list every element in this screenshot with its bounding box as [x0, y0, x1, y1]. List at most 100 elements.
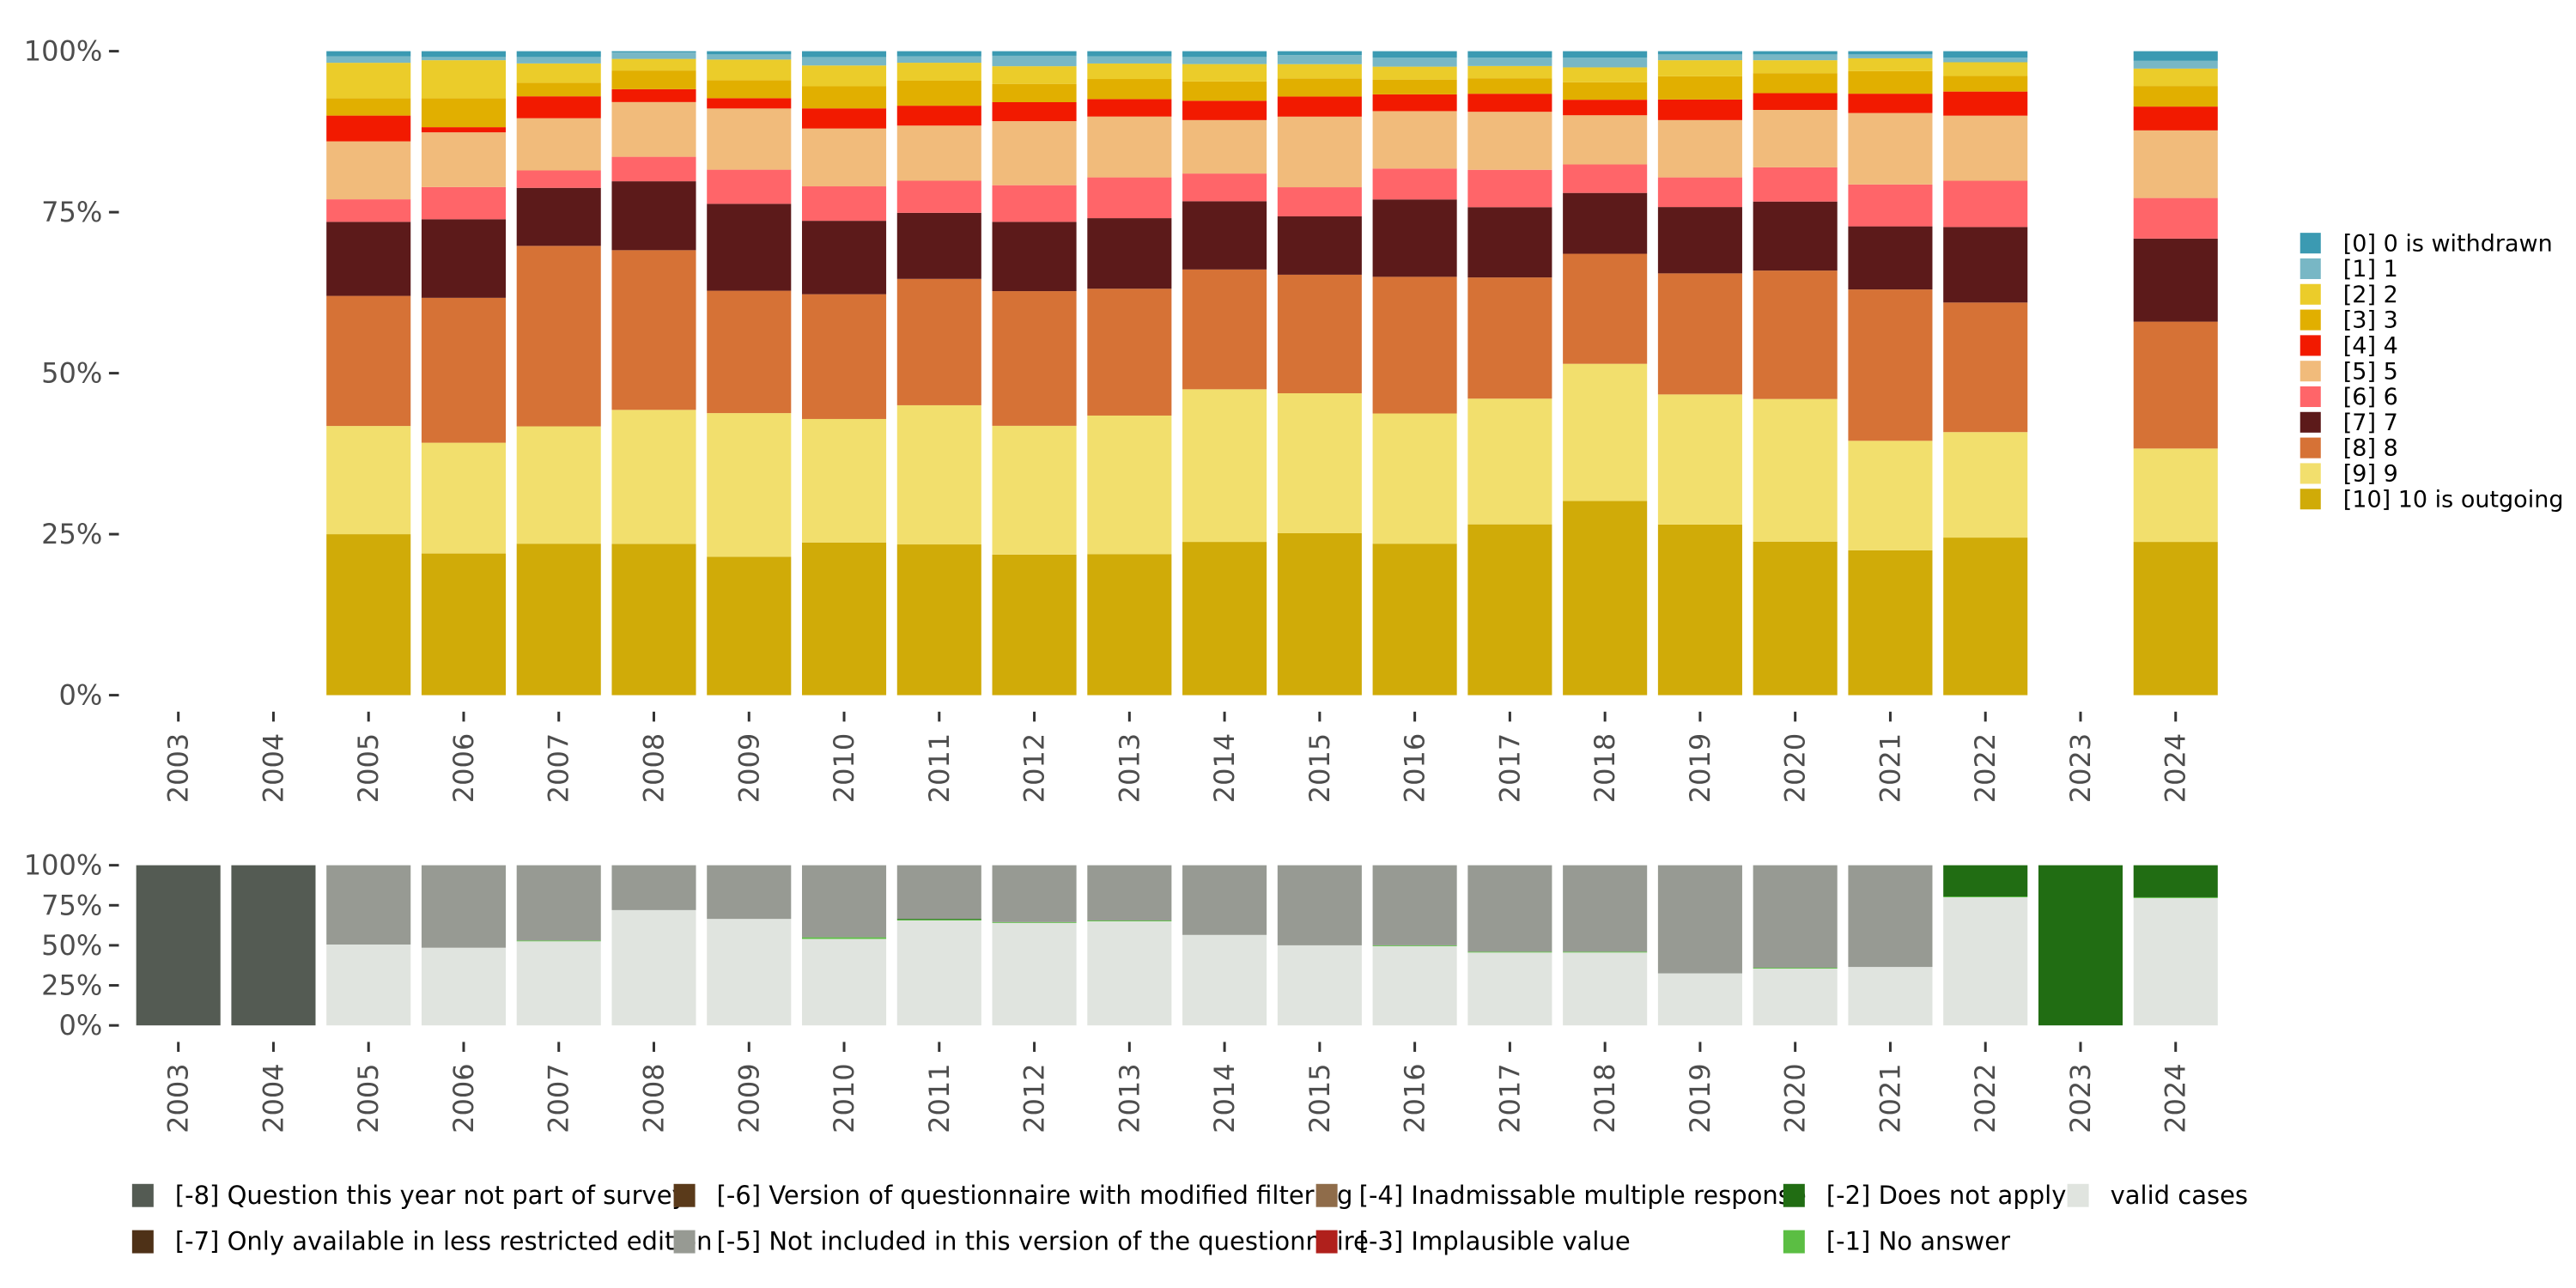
top-x-tick-label: 2006	[447, 733, 480, 803]
top-bar-segment	[1277, 532, 1362, 696]
top-bar-segment	[1277, 392, 1362, 533]
top-bar-segment	[611, 101, 696, 157]
top-bar-segment	[1943, 58, 2028, 63]
top-bar-segment	[326, 98, 411, 116]
bottom-bar-segment	[1372, 945, 1457, 946]
legend-swatch	[2300, 283, 2321, 305]
top-bar-segment	[707, 413, 792, 557]
bottom-bar-segment	[1563, 951, 1648, 953]
bottom-x-tick-label: 2008	[638, 1063, 671, 1133]
bottom-bar-segment	[896, 865, 981, 920]
bottom-bar-segment	[611, 865, 696, 910]
top-bar-segment	[2133, 86, 2218, 107]
top-bar-segment	[1467, 524, 1552, 696]
legend-label: [5] 5	[2343, 358, 2398, 385]
top-bar-segment	[326, 115, 411, 142]
top-x-tick-label: 2020	[1779, 733, 1812, 803]
top-bar-segment	[1087, 554, 1172, 696]
top-x-tick-label: 2007	[543, 733, 575, 803]
top-bar-segment	[707, 169, 792, 204]
top-bar-segment	[896, 278, 981, 405]
top-bar-segment	[421, 127, 507, 133]
top-bar-segment	[1753, 54, 1838, 61]
top-bar-segment	[992, 425, 1077, 555]
legend-swatch	[131, 1183, 154, 1207]
top-bar-segment	[1087, 415, 1172, 555]
top-bar-segment	[1467, 398, 1552, 525]
top-bar-segment	[1943, 51, 2028, 58]
top-bar-segment	[1277, 274, 1362, 393]
top-bar-segment	[802, 51, 887, 58]
top-y-tick-label: 25%	[41, 518, 102, 550]
top-bar-segment	[1657, 60, 1742, 76]
top-x-tick-label: 2004	[257, 733, 289, 803]
top-bar-segment	[1467, 78, 1552, 94]
top-bar-segment	[1277, 78, 1362, 97]
legend-label: [0] 0 is withdrawn	[2343, 230, 2553, 257]
top-bar-segment	[2133, 542, 2218, 696]
top-bar-segment	[1753, 73, 1838, 94]
top-bar-segment	[1848, 58, 1933, 71]
top-bar-segment	[2133, 448, 2218, 543]
top-bar-segment	[802, 86, 887, 109]
top-bar-segment	[896, 80, 981, 106]
bottom-bar-segment	[326, 944, 411, 1026]
top-bar-segment	[611, 181, 696, 251]
top-bar-segment	[1372, 544, 1457, 696]
top-bar-segment	[1657, 273, 1742, 395]
top-x-tick-label: 2005	[352, 733, 385, 803]
legend-swatch	[2067, 1183, 2089, 1207]
top-bar-segment	[896, 544, 981, 696]
bottom-bar-segment	[1657, 973, 1742, 1026]
top-bar-segment	[1182, 542, 1267, 696]
top-bar-segment	[896, 212, 981, 279]
bottom-x-tick-label: 2013	[1113, 1063, 1145, 1133]
top-bar-segment	[516, 82, 601, 97]
bottom-bar-segment	[516, 865, 601, 941]
top-bar-segment	[1657, 99, 1742, 120]
top-bar-segment	[1182, 57, 1267, 64]
top-bar-segment	[1467, 94, 1552, 112]
bottom-bar-segment	[1467, 865, 1552, 952]
legend-swatch	[1783, 1230, 1805, 1254]
top-bar-segment	[1657, 119, 1742, 178]
bottom-bar-segment	[1753, 968, 1838, 1026]
top-bar-segment	[1182, 51, 1267, 58]
top-bar-segment	[421, 98, 507, 128]
top-bar-segment	[611, 410, 696, 544]
bottom-x-tick-label: 2007	[543, 1063, 575, 1133]
top-bar-segment	[421, 442, 507, 554]
legend-swatch	[2300, 335, 2321, 356]
top-bar-segment	[992, 55, 1077, 67]
bottom-bar-segment	[421, 865, 507, 948]
top-x-tick-label: 2021	[1874, 733, 1906, 803]
legend-swatch	[2300, 361, 2321, 382]
bottom-bar-segment	[1563, 865, 1648, 952]
bottom-x-tick-label: 2023	[2064, 1063, 2097, 1133]
top-bar-segment	[1087, 99, 1172, 117]
legend-label: valid cases	[2111, 1181, 2248, 1210]
top-bar-segment	[2133, 60, 2218, 69]
top-bar-segment	[1563, 67, 1648, 82]
top-x-tick-label: 2009	[732, 733, 765, 803]
bottom-bar-segment	[1943, 896, 2028, 897]
top-x-tick-label: 2018	[1589, 733, 1621, 803]
top-bar-segment	[1563, 363, 1648, 501]
legend-swatch	[1315, 1230, 1338, 1254]
top-bar-segment	[1943, 91, 2028, 116]
top-bar-segment	[1277, 51, 1362, 56]
top-bar-segment	[611, 70, 696, 89]
top-x-tick-label: 2013	[1113, 733, 1145, 803]
top-bar-segment	[1372, 168, 1457, 200]
bottom-bar-segment	[2133, 897, 2218, 1026]
bottom-x-tick-label: 2020	[1779, 1063, 1812, 1133]
bottom-bars	[136, 865, 2218, 1026]
legend-label: [9] 9	[2343, 461, 2398, 488]
top-x-tick-label: 2008	[638, 733, 671, 803]
top-bar-segment	[516, 170, 601, 188]
legend-label: [-8] Question this year not part of surv…	[175, 1181, 687, 1210]
top-bar-segment	[992, 121, 1077, 185]
top-bar-segment	[1467, 207, 1552, 278]
top-bar-segment	[1277, 64, 1362, 79]
top-bar-segment	[802, 128, 887, 187]
